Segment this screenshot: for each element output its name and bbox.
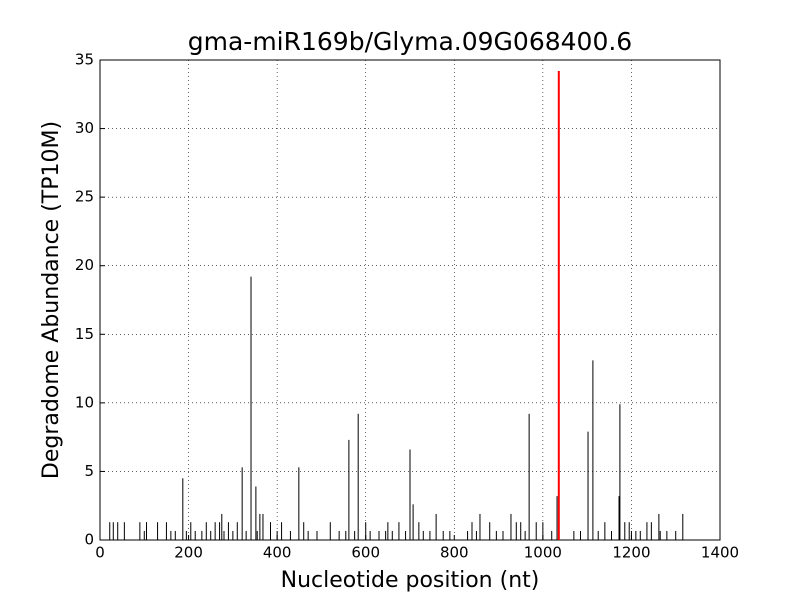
x-tick-label: 1400 [701, 544, 739, 562]
x-tick-label: 200 [174, 544, 203, 562]
x-axis-label: Nucleotide position (nt) [281, 568, 540, 593]
y-axis-label: Degradome Abundance (TP10M) [39, 121, 64, 479]
x-tick-label: 1000 [524, 544, 562, 562]
y-tick-label: 10 [75, 393, 94, 411]
y-tick-label: 25 [75, 188, 94, 206]
y-tick-label: 15 [75, 325, 94, 343]
chart-title: gma-miR169b/Glyma.09G068400.6 [188, 27, 632, 56]
y-tick-label: 35 [75, 51, 94, 69]
x-tick-label: 1200 [612, 544, 650, 562]
y-tick-label: 0 [84, 531, 94, 549]
x-tick-label: 0 [95, 544, 105, 562]
x-tick-label: 800 [440, 544, 469, 562]
x-tick-label: 600 [351, 544, 380, 562]
y-tick-label: 5 [84, 462, 94, 480]
y-tick-label: 30 [75, 119, 94, 137]
y-tick-label: 20 [75, 256, 94, 274]
x-tick-label: 400 [263, 544, 292, 562]
